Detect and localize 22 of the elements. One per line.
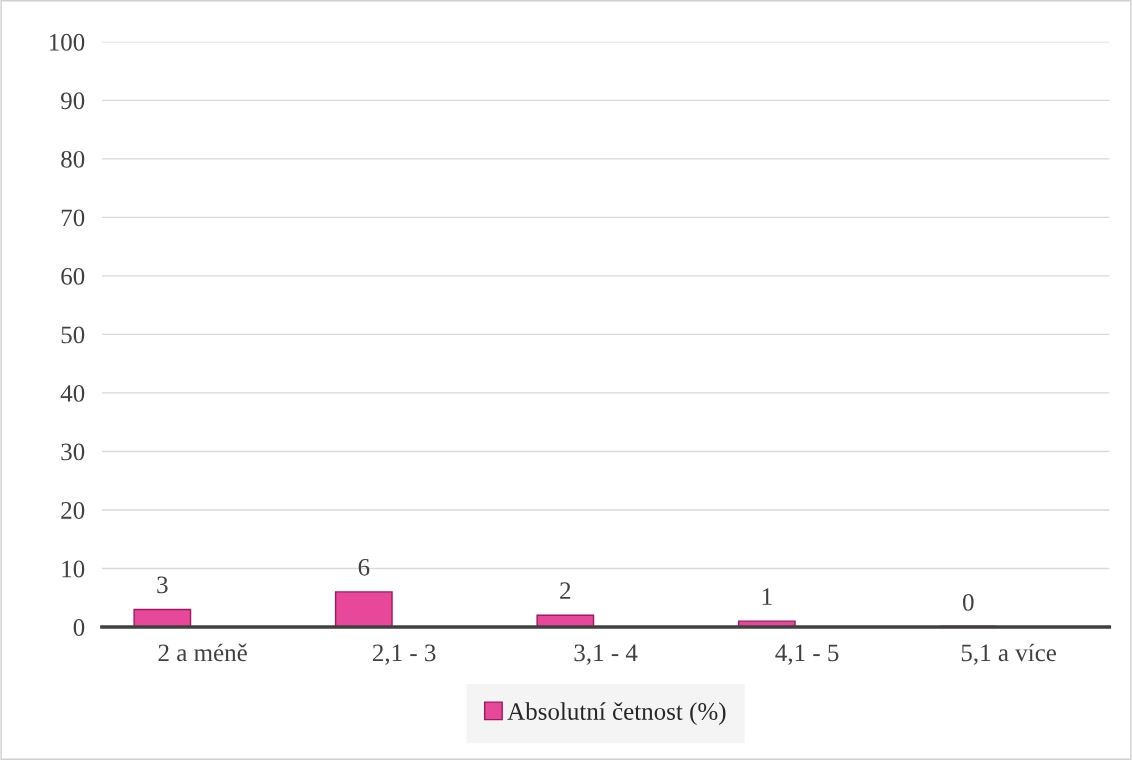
- x-tick-label: 2 a méně: [158, 643, 247, 662]
- data-label: 6: [358, 558, 370, 576]
- y-tick-label: 50: [61, 326, 85, 344]
- y-tick-label: 60: [61, 267, 85, 285]
- y-tick-label: 80: [61, 150, 85, 168]
- y-tick-label: 90: [61, 92, 85, 110]
- y-tick-label: 70: [61, 209, 85, 227]
- y-tick-label: 30: [61, 443, 85, 461]
- y-tick-label: 20: [61, 502, 85, 519]
- legend-label: Absolutní četnost (%): [507, 702, 726, 725]
- y-tick-label: 100: [49, 33, 85, 51]
- y-tick-label: 10: [62, 560, 85, 578]
- x-tick-label: 4,1 - 5: [775, 644, 839, 665]
- data-label: 0: [963, 593, 974, 611]
- y-tick-label: 0: [73, 619, 85, 636]
- x-tick-label: 5,1 a více: [961, 643, 1056, 665]
- x-tick-label: 3,1 - 4: [574, 644, 638, 665]
- data-label: 2: [560, 582, 571, 599]
- y-tick-label: 40: [60, 384, 85, 402]
- data-label: 1: [762, 588, 772, 605]
- data-label: 3: [157, 576, 168, 594]
- x-tick-label: 2,1 - 3: [372, 644, 436, 665]
